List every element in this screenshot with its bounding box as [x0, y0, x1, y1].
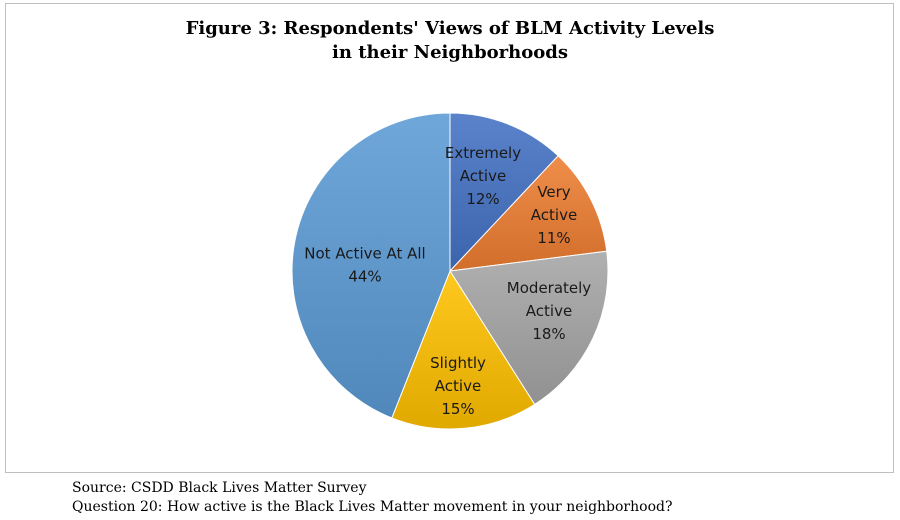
- source-note: Source: CSDD Black Lives Matter Survey: [72, 480, 367, 496]
- pie-slice-1: [448, 155, 608, 272]
- pie-slice-2: [449, 250, 609, 406]
- slice-pct-1: 11%: [537, 229, 570, 247]
- slice-name-4-0: Not Active At All: [304, 245, 425, 263]
- slice-name-2-1: Active: [526, 302, 572, 320]
- slice-label-1: Very Active 11%: [531, 183, 577, 247]
- slice-name-1-0: Very: [537, 183, 570, 201]
- chart-title: Figure 3: Respondents' Views of BLM Acti…: [0, 17, 900, 65]
- slice-name-3-1: Active: [435, 377, 481, 395]
- pie-slice-0: [449, 112, 559, 273]
- slice-pct-3: 15%: [441, 400, 474, 418]
- slice-pct-4: 44%: [348, 268, 381, 286]
- slice-pct-0: 12%: [466, 190, 499, 208]
- slice-name-0-0: Extremely: [445, 144, 521, 162]
- slice-label-0: Extremely Active 12%: [445, 144, 521, 208]
- slice-name-2-0: Moderately: [507, 279, 592, 297]
- slice-label-3: Slightly Active 15%: [430, 354, 486, 418]
- slice-name-1-1: Active: [531, 206, 577, 224]
- slice-name-3-0: Slightly: [430, 354, 486, 372]
- slice-pct-2: 18%: [532, 325, 565, 343]
- pie-slice-3: [391, 269, 536, 430]
- slice-label-2: Moderately Active 18%: [507, 279, 592, 343]
- slice-label-4: Not Active At All 44%: [304, 245, 425, 286]
- pie-slice-4: [291, 112, 451, 419]
- slice-name-0-1: Active: [460, 167, 506, 185]
- question-note: Question 20: How active is the Black Liv…: [72, 499, 673, 515]
- chart-title-line-2: in their Neighborhoods: [332, 42, 568, 63]
- chart-caption: Source: CSDD Black Lives Matter Survey Q…: [72, 479, 672, 517]
- chart-title-line-1: Figure 3: Respondents' Views of BLM Acti…: [185, 18, 715, 39]
